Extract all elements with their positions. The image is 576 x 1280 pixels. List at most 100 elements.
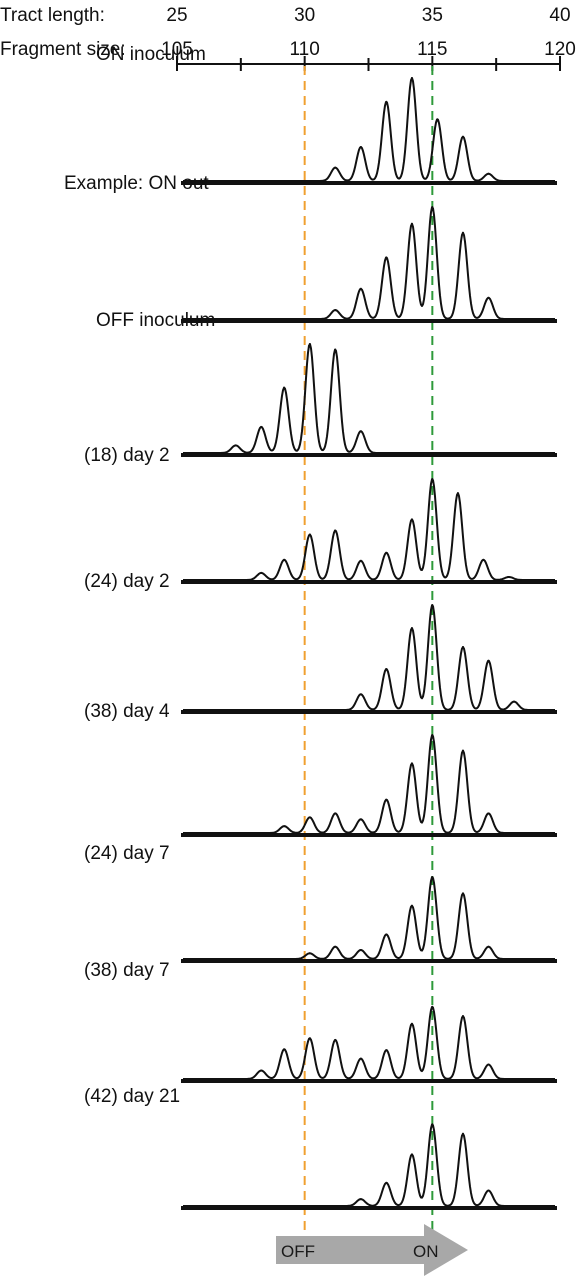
trace-peak	[431, 876, 434, 878]
trace-peak	[283, 1048, 286, 1051]
trace-peak	[308, 816, 311, 819]
trace-peak	[308, 1037, 311, 1040]
trace-peak	[410, 222, 413, 225]
trace-peak	[436, 118, 439, 121]
trace-peak	[334, 309, 337, 312]
electropherogram-trace	[183, 478, 555, 581]
panel-label: (38) day 4	[84, 701, 170, 722]
trace-peak	[385, 551, 388, 554]
electropherogram-trace	[183, 343, 555, 454]
trace-peak	[487, 1189, 490, 1192]
trace-peak	[487, 812, 490, 815]
trace-peak	[308, 952, 311, 955]
electropherogram-trace	[183, 734, 555, 834]
panel-label: (18) day 2	[84, 445, 170, 466]
trace-peak	[385, 1049, 388, 1052]
trace-peak	[461, 749, 464, 752]
trace-peak	[431, 478, 434, 480]
trace-peak	[359, 430, 362, 433]
trace-peak	[359, 287, 362, 290]
trace-peak	[487, 945, 490, 948]
trace-panel: Example: ON out	[64, 173, 557, 323]
panel-label: (24) day 2	[84, 571, 170, 592]
trace-peak	[334, 529, 337, 532]
panel-label: (24) day 7	[84, 843, 170, 864]
trace-peak	[507, 575, 510, 578]
trace-peak	[410, 1153, 413, 1156]
trace-peak	[410, 1022, 413, 1025]
electropherogram-trace	[183, 1006, 555, 1080]
fragment-tick-label: 105	[161, 39, 193, 60]
trace-peak	[385, 933, 388, 936]
tract-length-label: Tract length:	[0, 5, 105, 26]
electropherogram-trace	[183, 206, 555, 320]
trace-peak	[260, 425, 263, 428]
trace-panels: ON inoculum Example: ON out OFF inoculum (1…	[64, 44, 557, 1210]
trace-panel: (18) day 2	[84, 445, 557, 584]
trace-peak	[487, 296, 490, 299]
trace-peak	[487, 659, 490, 662]
trace-peak	[487, 1063, 490, 1066]
panel-label: OFF inoculum	[96, 310, 215, 331]
trace-peak	[431, 604, 434, 606]
trace-peak	[334, 812, 337, 815]
trace-peak	[334, 348, 337, 351]
trace-peak	[461, 1132, 464, 1135]
trace-peak	[260, 1069, 263, 1072]
trace-peak	[410, 77, 413, 79]
trace-peak	[385, 668, 388, 671]
trace-panel: (24) day 2	[84, 571, 557, 714]
trace-peak	[385, 100, 388, 103]
arrow-on-label: ON	[413, 1242, 439, 1261]
trace-peak	[385, 1181, 388, 1184]
trace-peak	[234, 444, 237, 447]
trace-peak	[410, 904, 413, 907]
trace-peak	[456, 492, 459, 495]
trace-peak	[385, 256, 388, 259]
fragment-axis-ticks	[176, 56, 561, 71]
trace-peak	[334, 166, 337, 169]
trace-peak	[461, 135, 464, 138]
fragment-size-label: Fragment size:	[0, 39, 126, 60]
trace-peak	[359, 818, 362, 821]
trace-peak	[431, 734, 434, 736]
trace-peak	[334, 945, 337, 948]
trace-peak	[308, 533, 311, 536]
tract-tick-label: 25	[166, 5, 187, 26]
trace-panel: (38) day 7	[84, 960, 557, 1083]
trace-peak	[283, 825, 286, 828]
trace-peak	[385, 798, 388, 801]
trace-peak	[334, 1038, 337, 1041]
trace-peak	[283, 558, 286, 561]
trace-peak	[359, 559, 362, 562]
trace-peak	[308, 343, 311, 345]
trace-peak	[431, 1123, 434, 1126]
electropherogram-trace	[183, 876, 555, 960]
trace-peak	[431, 206, 434, 208]
trace-peak	[410, 518, 413, 521]
trace-panel: (24) day 7	[84, 843, 557, 963]
trace-peak	[260, 571, 263, 574]
trace-peak	[359, 146, 362, 149]
panel-label: (38) day 7	[84, 960, 170, 981]
off-to-on-arrow: OFF ON	[276, 1224, 468, 1276]
trace-peak	[482, 558, 485, 561]
trace-peak	[461, 646, 464, 648]
trace-peak	[359, 1057, 362, 1060]
fragment-tick-label: 115	[417, 39, 447, 60]
trace-panel: OFF inoculum	[96, 310, 557, 457]
trace-peak	[431, 1005, 434, 1008]
panel-label: ON inoculum	[96, 44, 206, 65]
reference-lines	[303, 66, 434, 1238]
tract-tick-label: 40	[549, 5, 570, 26]
electropherogram-trace	[183, 604, 555, 711]
trace-panel: (42) day 21	[84, 1086, 557, 1210]
trace-peak	[359, 948, 362, 951]
trace-peak	[461, 231, 464, 234]
panel-label: Example: ON out	[64, 173, 209, 194]
trace-peak	[461, 1015, 464, 1018]
electropherogram-trace	[183, 1123, 555, 1207]
trace-peak	[359, 693, 362, 696]
trace-peak	[487, 172, 490, 175]
